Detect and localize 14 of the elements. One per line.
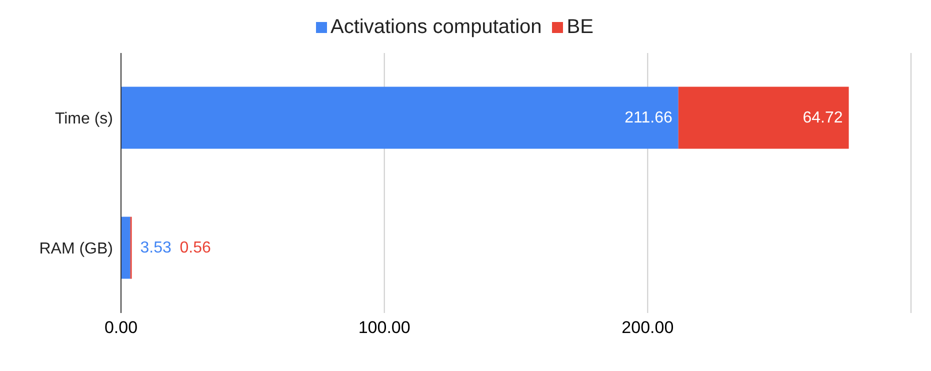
bar (121, 86, 678, 149)
legend-label: Activations computation (330, 16, 542, 38)
data-label: 0.56 (180, 239, 212, 256)
y-tick-label: Time (s) (54, 110, 113, 128)
data-label: 3.53 (140, 239, 172, 256)
bar (121, 216, 130, 279)
bar (678, 86, 849, 149)
x-tick-label: 100.00 (358, 318, 410, 338)
data-label: 211.66 (624, 109, 672, 126)
data-label: 64.72 (802, 109, 843, 126)
y-tick-label: RAM (GB) (39, 240, 113, 258)
x-tick-label: 200.00 (622, 318, 674, 338)
x-tick-label: 0.00 (104, 318, 138, 338)
legend-label: BE (566, 16, 594, 38)
